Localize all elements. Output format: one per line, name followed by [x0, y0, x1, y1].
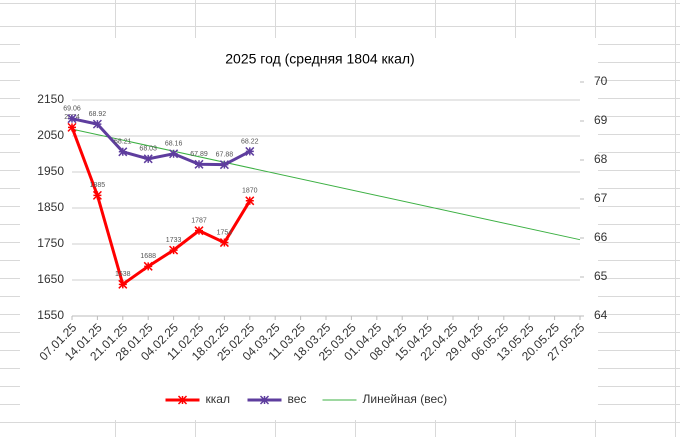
legend-marker — [177, 395, 188, 405]
marker — [169, 245, 179, 255]
y2-tick-label: 68 — [594, 152, 608, 166]
data-label: 1638 — [115, 271, 131, 278]
series-line — [71, 117, 251, 167]
y-tick-label: 1950 — [37, 164, 64, 178]
y-tick-label: 1750 — [37, 236, 64, 250]
data-label: 68.21 — [114, 139, 132, 146]
legend-marker — [259, 395, 270, 405]
y-tick-label: 2150 — [37, 92, 64, 106]
y-tick-label: 1550 — [37, 308, 64, 322]
data-label: 68.03 — [139, 146, 157, 153]
y2-tick-label: 69 — [594, 113, 608, 127]
data-label: 68.22 — [241, 138, 259, 145]
marker — [143, 154, 153, 164]
y2-tick-label: 66 — [594, 230, 608, 244]
data-label: 1870 — [242, 188, 258, 195]
marker — [219, 160, 229, 170]
marker — [219, 238, 229, 248]
chart-area — [20, 38, 598, 420]
marker — [194, 159, 204, 169]
trendline — [71, 128, 581, 241]
y-tick-label: 1650 — [37, 272, 64, 286]
y2-tick-label: 64 — [594, 308, 608, 322]
data-label: 1688 — [140, 253, 156, 260]
data-label: 1754 — [217, 229, 233, 236]
marker — [245, 196, 255, 206]
chart-title: 2025 год (средняя 1804 ккал) — [225, 51, 414, 67]
marker — [118, 147, 128, 157]
legend-label: Линейная (вес) — [363, 392, 448, 406]
data-label: 69.06 — [63, 106, 81, 113]
data-label: 1885 — [90, 182, 106, 189]
marker — [245, 146, 255, 156]
data-label: 1787 — [191, 218, 207, 225]
data-label: 67.89 — [190, 151, 208, 158]
y2-tick-label: 67 — [594, 191, 608, 205]
legend-label: вес — [288, 392, 307, 406]
marker — [143, 261, 153, 271]
series-line — [70, 126, 252, 287]
marker — [118, 279, 128, 289]
data-label: 68.16 — [165, 141, 183, 148]
marker — [67, 122, 77, 132]
data-label: 68.92 — [89, 111, 107, 118]
y2-tick-label: 70 — [594, 74, 608, 88]
marker — [67, 114, 77, 124]
marker — [194, 226, 204, 236]
legend-label: ккал — [206, 392, 230, 406]
marker — [92, 190, 102, 200]
y2-tick-label: 65 — [594, 269, 608, 283]
y-tick-label: 2050 — [37, 128, 64, 142]
data-label: 67.88 — [216, 152, 234, 159]
marker — [92, 119, 102, 129]
y-tick-label: 1850 — [37, 200, 64, 214]
marker — [169, 149, 179, 159]
data-label: 1733 — [166, 237, 182, 244]
